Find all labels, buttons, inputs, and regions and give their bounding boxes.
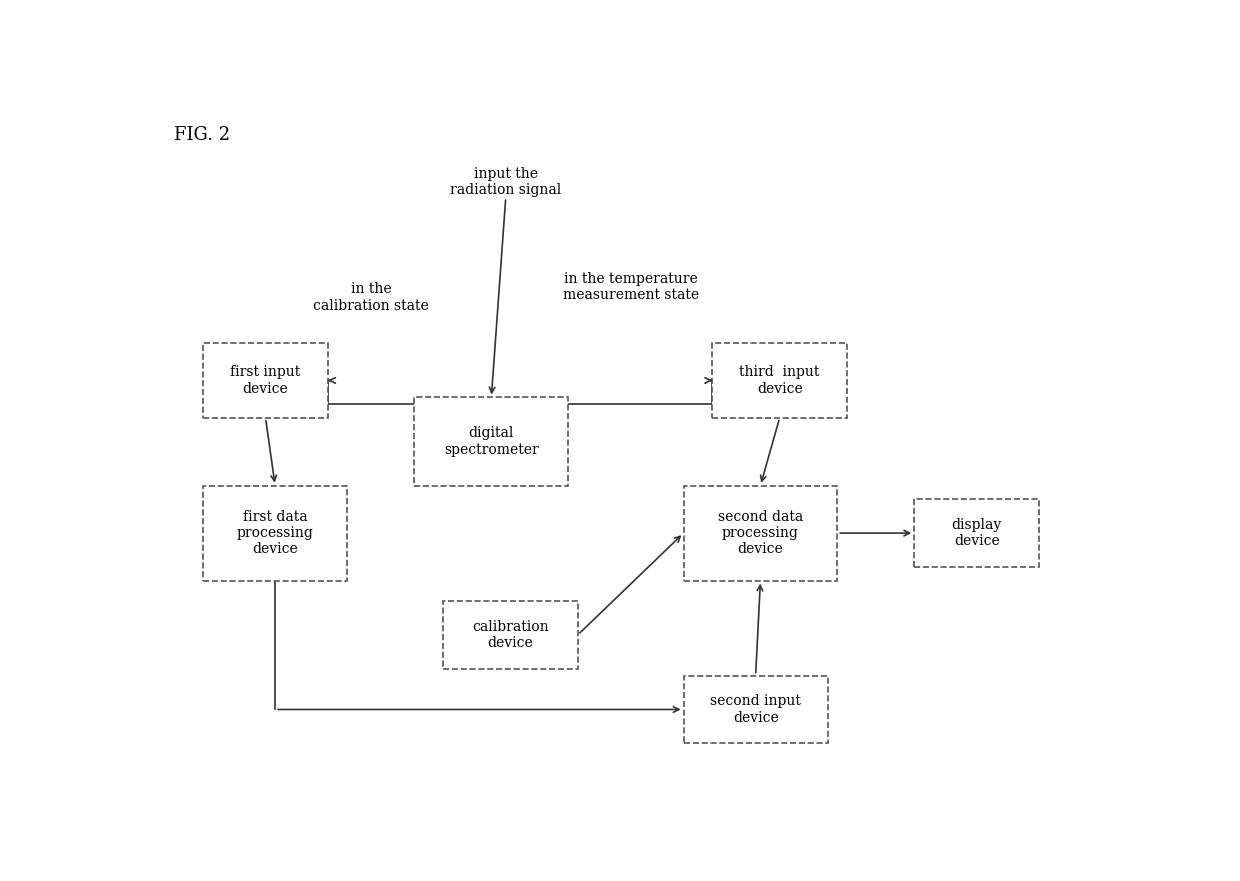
Text: second input
device: second input device	[711, 694, 801, 724]
Text: third  input
device: third input device	[739, 366, 820, 396]
FancyBboxPatch shape	[203, 343, 327, 418]
Text: in the temperature
measurement state: in the temperature measurement state	[563, 272, 699, 302]
FancyBboxPatch shape	[414, 397, 568, 485]
FancyBboxPatch shape	[444, 601, 578, 669]
Text: in the
calibration state: in the calibration state	[314, 283, 429, 313]
FancyBboxPatch shape	[683, 485, 837, 581]
FancyBboxPatch shape	[203, 485, 347, 581]
Text: first input
device: first input device	[231, 366, 300, 396]
Text: input the
radiation signal: input the radiation signal	[450, 167, 562, 197]
FancyBboxPatch shape	[914, 500, 1039, 567]
Text: display
device: display device	[951, 518, 1002, 548]
Text: second data
processing
device: second data processing device	[718, 510, 804, 556]
Text: digital
spectrometer: digital spectrometer	[444, 426, 538, 456]
Text: calibration
device: calibration device	[472, 619, 549, 650]
FancyBboxPatch shape	[712, 343, 847, 418]
Text: FIG. 2: FIG. 2	[174, 126, 231, 144]
FancyBboxPatch shape	[683, 676, 828, 744]
Text: first data
processing
device: first data processing device	[237, 510, 314, 556]
